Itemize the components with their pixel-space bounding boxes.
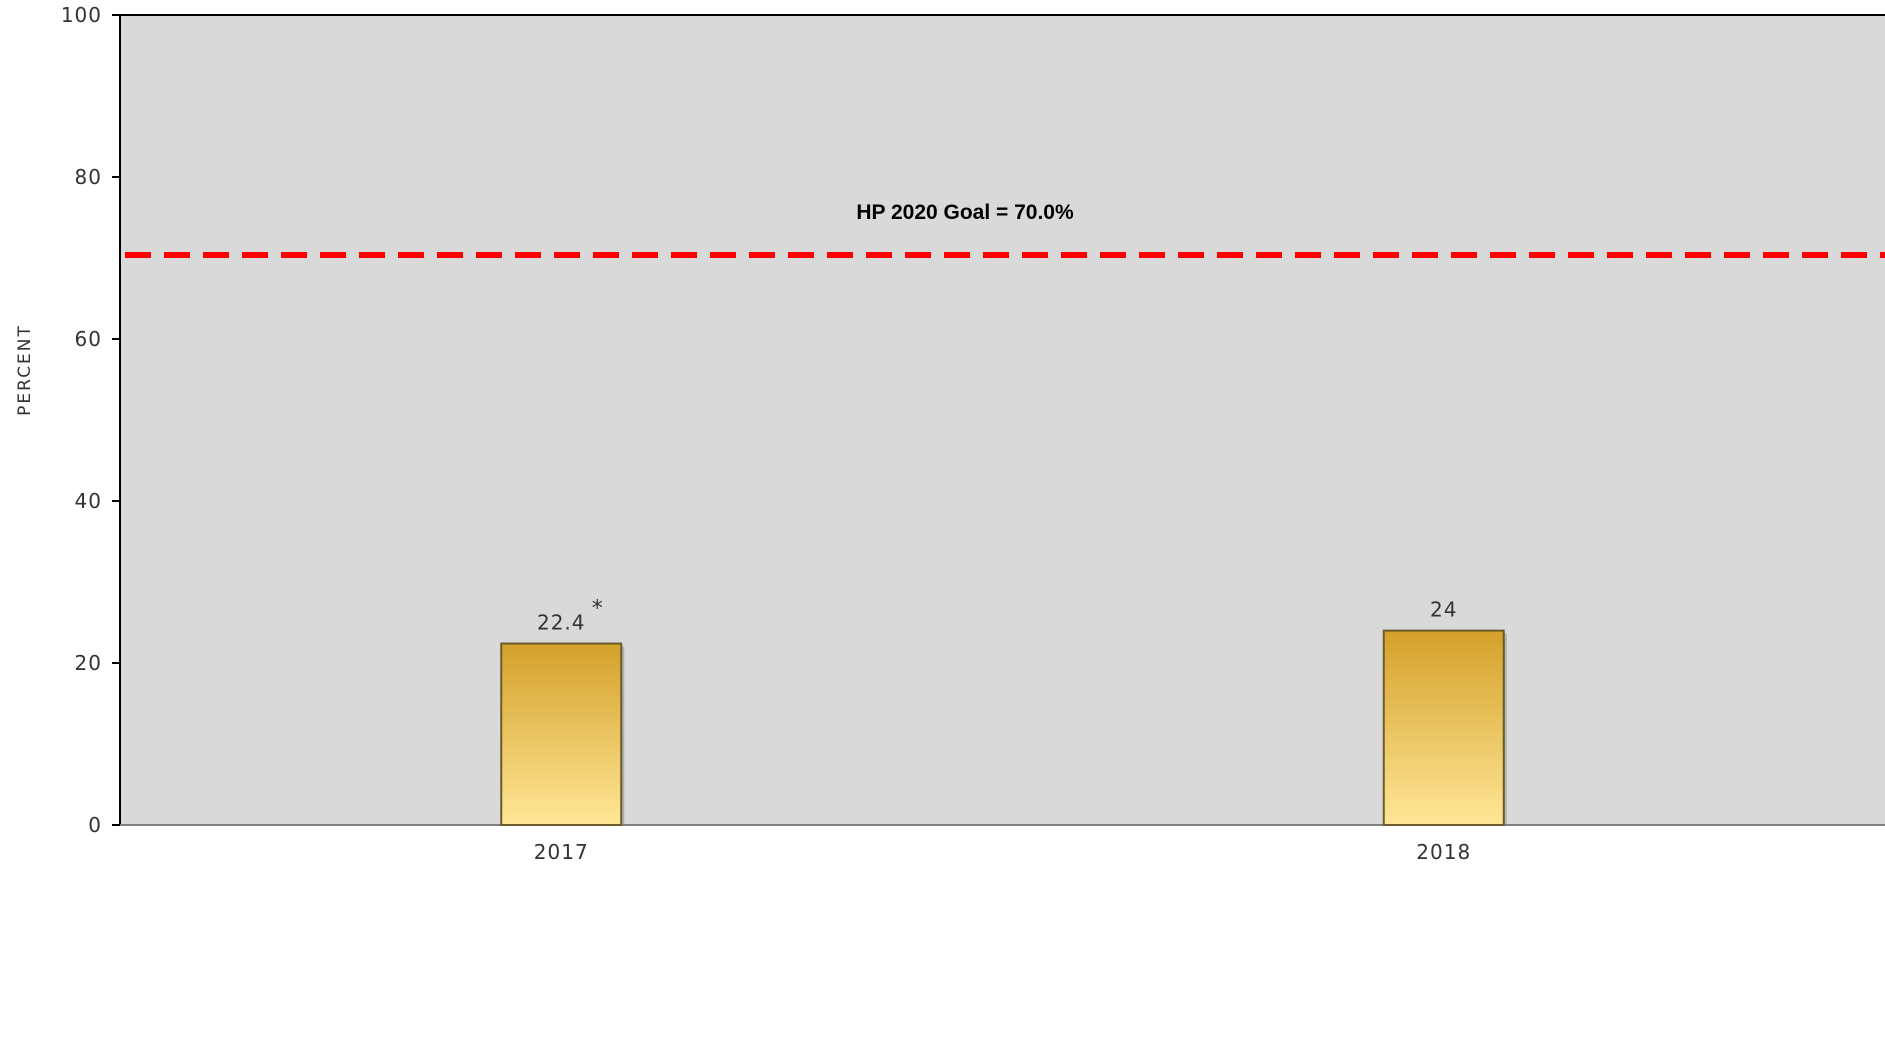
bar-2017 [500, 642, 623, 826]
y-tick-label: 0 [88, 813, 102, 837]
footnote-marker: * [592, 597, 603, 622]
y-tick-label: 40 [75, 489, 102, 513]
x-tick-label-2017: 2017 [534, 840, 589, 864]
x-tick-label-2018: 2018 [1416, 840, 1471, 864]
y-tick-label: 80 [75, 165, 102, 189]
plot-area [120, 15, 1885, 825]
y-tick-label: 100 [61, 3, 102, 27]
y-tick-label: 60 [75, 327, 102, 351]
y-axis [119, 14, 1885, 825]
data-label-2017: 22.4 [537, 611, 586, 635]
data-label-2018: 24 [1430, 598, 1457, 622]
bar-2018 [1382, 629, 1505, 826]
goal-label: HP 2020 Goal = 70.0% [856, 201, 1074, 224]
y-axis-title: PERCENT [15, 324, 35, 416]
y-tick-label: 20 [75, 651, 102, 675]
